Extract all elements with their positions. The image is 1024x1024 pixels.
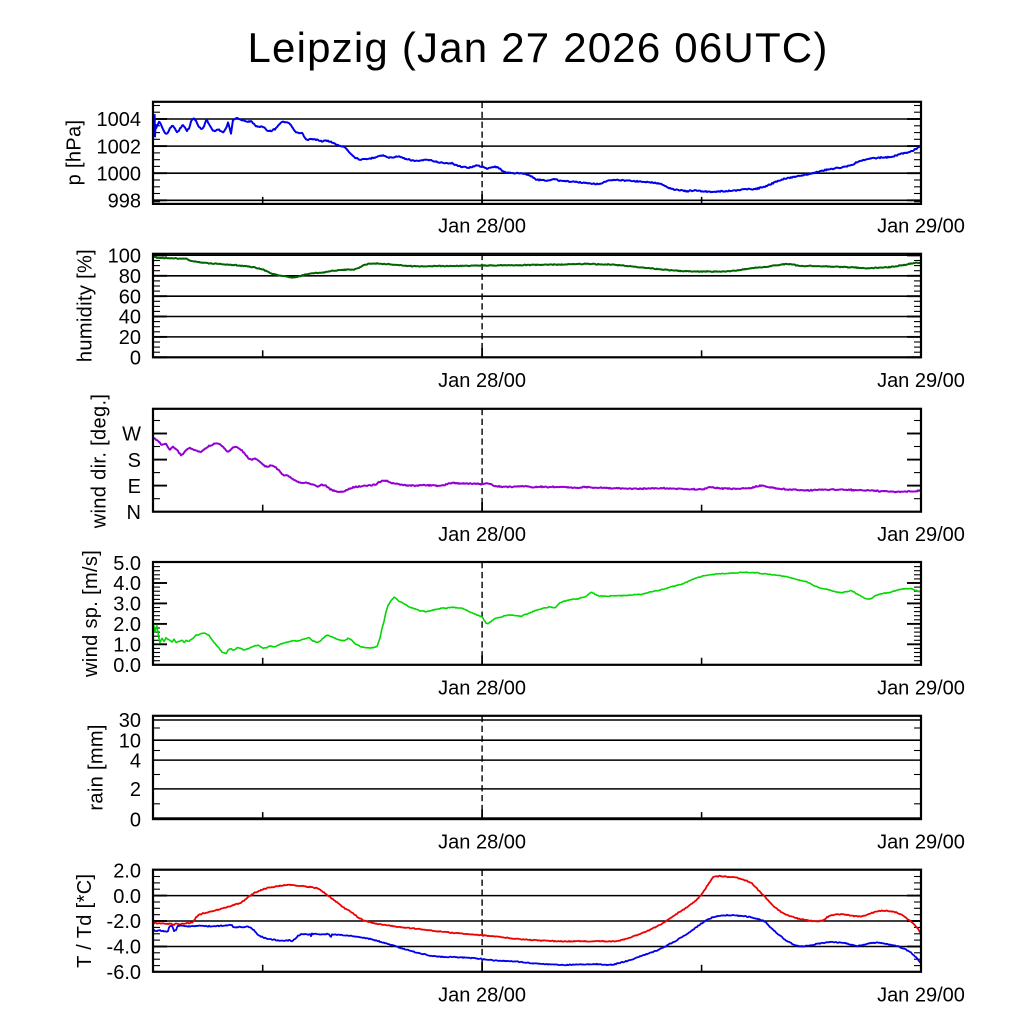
svg-text:p [hPa]: p [hPa] [64,120,86,186]
svg-text:rain [mm]: rain [mm] [85,724,107,811]
svg-text:-4.0: -4.0 [107,937,141,959]
svg-text:W: W [122,424,141,446]
svg-text:-2.0: -2.0 [107,911,141,933]
svg-text:4.0: 4.0 [113,573,141,595]
svg-text:3.0: 3.0 [113,594,141,616]
svg-text:0: 0 [130,348,141,370]
svg-text:80: 80 [119,266,141,288]
svg-text:1004: 1004 [97,109,142,131]
svg-text:Jan 29/00: Jan 29/00 [877,216,965,238]
svg-text:wind dir. [deg.]: wind dir. [deg.] [89,394,111,530]
svg-text:1.0: 1.0 [113,635,141,657]
svg-text:Jan 28/00: Jan 28/00 [438,984,526,1006]
svg-text:E: E [128,476,141,498]
svg-text:40: 40 [119,307,141,329]
svg-text:Jan 29/00: Jan 29/00 [877,832,965,854]
svg-text:100: 100 [108,246,141,268]
svg-text:2.0: 2.0 [113,614,141,636]
svg-text:humidity [%]: humidity [%] [75,249,97,362]
svg-text:0.0: 0.0 [113,886,141,908]
svg-text:Jan 28/00: Jan 28/00 [438,216,526,238]
svg-text:10: 10 [119,730,141,752]
svg-text:Jan 28/00: Jan 28/00 [438,524,526,546]
svg-text:Leipzig (Jan 27 2026 06UTC): Leipzig (Jan 27 2026 06UTC) [247,24,828,71]
svg-text:1000: 1000 [97,163,142,185]
svg-text:5.0: 5.0 [113,553,141,575]
svg-text:30: 30 [119,710,141,732]
svg-text:20: 20 [119,327,141,349]
svg-text:Jan 28/00: Jan 28/00 [438,370,526,392]
svg-text:1002: 1002 [97,136,142,158]
svg-text:2: 2 [130,779,141,801]
svg-text:60: 60 [119,286,141,308]
svg-text:Jan 28/00: Jan 28/00 [438,832,526,854]
svg-text:T / Td [*C]: T / Td [*C] [74,874,96,968]
svg-text:0.0: 0.0 [113,655,141,677]
svg-text:-6.0: -6.0 [107,962,141,984]
svg-text:N: N [127,502,141,524]
svg-text:998: 998 [108,191,141,213]
svg-text:Jan 28/00: Jan 28/00 [438,677,526,699]
svg-text:S: S [128,450,141,472]
svg-text:Jan 29/00: Jan 29/00 [877,370,965,392]
svg-text:Jan 29/00: Jan 29/00 [877,984,965,1006]
svg-text:4: 4 [130,750,141,772]
svg-text:Jan 29/00: Jan 29/00 [877,677,965,699]
svg-text:2.0: 2.0 [113,860,141,882]
svg-text:wind sp. [m/s]: wind sp. [m/s] [80,550,102,678]
svg-text:Jan 29/00: Jan 29/00 [877,524,965,546]
svg-text:0: 0 [130,809,141,831]
